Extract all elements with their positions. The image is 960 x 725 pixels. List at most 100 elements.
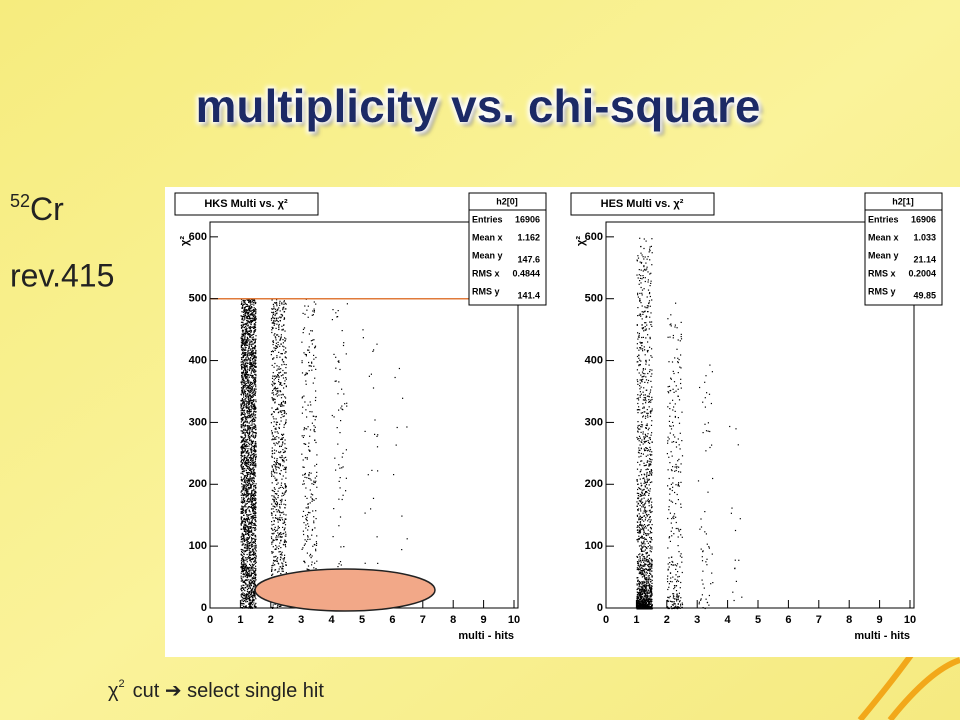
point [283, 387, 284, 388]
point [250, 542, 251, 543]
point [651, 357, 652, 358]
point [272, 317, 273, 318]
point [254, 394, 255, 395]
point [302, 360, 303, 361]
point [280, 406, 281, 407]
point [647, 307, 648, 308]
point [248, 312, 249, 313]
point [281, 329, 282, 330]
x-tick-label: 10 [508, 614, 520, 626]
point [279, 357, 280, 358]
point [244, 400, 245, 401]
point [278, 528, 279, 529]
point [274, 363, 275, 364]
point [401, 516, 402, 517]
point [253, 483, 254, 484]
point [248, 493, 249, 494]
point [255, 553, 256, 554]
point [651, 348, 652, 349]
point [250, 497, 251, 498]
point [305, 487, 306, 488]
point [305, 444, 306, 445]
point [246, 493, 247, 494]
point [241, 518, 242, 519]
point [243, 407, 244, 408]
point [247, 531, 248, 532]
point [276, 302, 277, 303]
point [638, 399, 639, 400]
point [252, 533, 253, 534]
point [252, 375, 253, 376]
point [312, 330, 313, 331]
point [312, 530, 313, 531]
point [272, 315, 273, 316]
point [253, 596, 254, 597]
point [275, 549, 276, 550]
point [308, 475, 309, 476]
point [255, 507, 256, 508]
point [244, 606, 245, 607]
point [247, 395, 248, 396]
point [243, 598, 244, 599]
point [255, 445, 256, 446]
point [639, 572, 640, 573]
point [285, 485, 286, 486]
point [277, 519, 278, 520]
point [251, 391, 252, 392]
point [645, 354, 646, 355]
point [642, 348, 643, 349]
point [251, 427, 252, 428]
point [254, 348, 255, 349]
point [251, 471, 252, 472]
point [286, 541, 287, 542]
point [242, 587, 243, 588]
point [649, 251, 650, 252]
point [642, 412, 643, 413]
point [252, 313, 253, 314]
point [339, 563, 340, 564]
point [282, 339, 283, 340]
point [241, 537, 242, 538]
point [276, 469, 277, 470]
point [642, 379, 643, 380]
point [247, 503, 248, 504]
point [244, 300, 245, 301]
point [281, 483, 282, 484]
point [311, 473, 312, 474]
point [643, 399, 644, 400]
point [651, 472, 652, 473]
point [250, 548, 251, 549]
point [244, 590, 245, 591]
point [377, 563, 378, 564]
point [651, 561, 652, 562]
point [649, 360, 650, 361]
point [275, 480, 276, 481]
point [277, 390, 278, 391]
point [255, 308, 256, 309]
point [241, 554, 242, 555]
point [251, 431, 252, 432]
x-tick-label: 7 [420, 614, 426, 626]
point [282, 404, 283, 405]
point [246, 570, 247, 571]
point [247, 519, 248, 520]
point [248, 435, 249, 436]
point [312, 501, 313, 502]
point [275, 311, 276, 312]
point [280, 310, 281, 311]
point [278, 433, 279, 434]
point [242, 469, 243, 470]
point [338, 525, 339, 526]
point [279, 366, 280, 367]
point [253, 343, 254, 344]
point [252, 320, 253, 321]
point [245, 326, 246, 327]
point [251, 346, 252, 347]
point [282, 346, 283, 347]
point [244, 304, 245, 305]
point [306, 355, 307, 356]
point [249, 436, 250, 437]
point [642, 424, 643, 425]
point [247, 304, 248, 305]
point [637, 307, 638, 308]
